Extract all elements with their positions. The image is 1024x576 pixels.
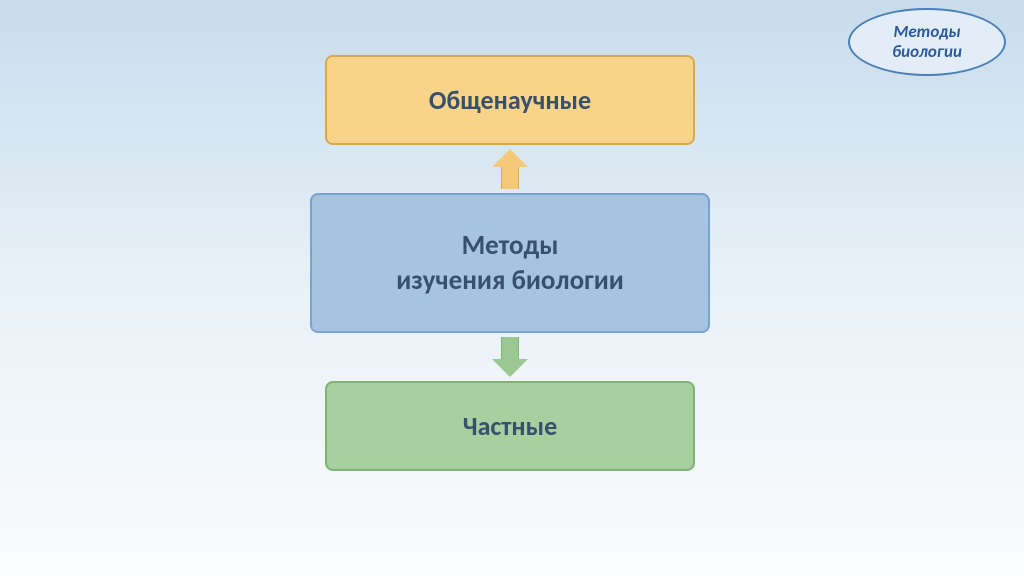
- badge-line1: Методы: [893, 21, 960, 42]
- arrow-down-head: [492, 359, 528, 377]
- arrow-down: [492, 337, 528, 377]
- arrow-down-shaft: [501, 337, 519, 359]
- node-bottom-label: Частные: [463, 410, 557, 442]
- node-top-label: Общенаучные: [429, 84, 591, 116]
- node-top: Общенаучные: [325, 55, 695, 145]
- node-middle: Методы изучения биологии: [310, 193, 710, 333]
- node-middle-line2: изучения биологии: [396, 264, 624, 297]
- arrow-up: [492, 149, 528, 189]
- diagram-container: Общенаучные Методы изучения биологии Час…: [310, 55, 710, 471]
- badge-text: Методы биологии: [892, 22, 962, 61]
- node-bottom: Частные: [325, 381, 695, 471]
- node-middle-text: Методы изучения биологии: [396, 228, 624, 298]
- node-middle-line1: Методы: [462, 229, 559, 262]
- badge-ellipse: Методы биологии: [848, 8, 1006, 76]
- arrow-up-head: [492, 149, 528, 167]
- arrow-up-shaft: [501, 167, 519, 189]
- badge-line2: биологии: [892, 41, 962, 62]
